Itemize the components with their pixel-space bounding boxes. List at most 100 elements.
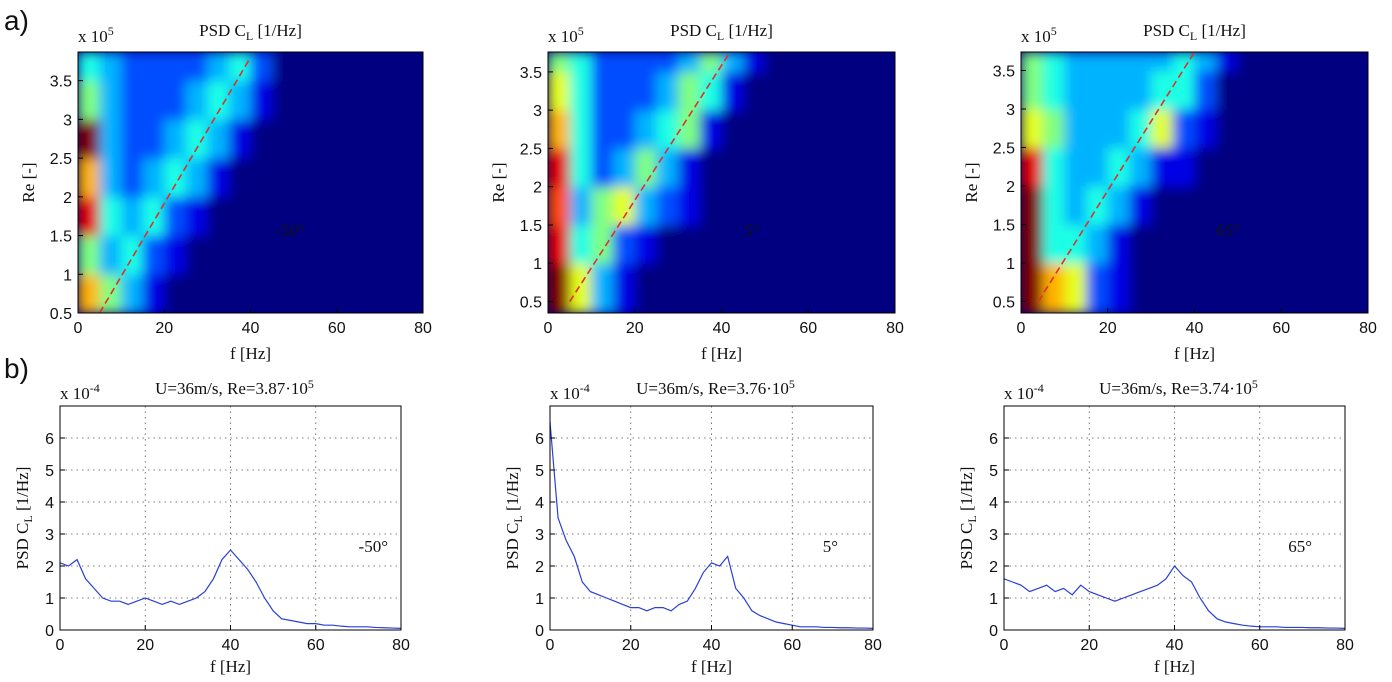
heat-cell	[272, 235, 295, 275]
heat-cell	[250, 235, 273, 275]
heat-cell	[721, 148, 744, 188]
y-axis-label-part: Re [-]	[962, 162, 981, 202]
y-multiplier: x 105	[548, 24, 584, 46]
heat-cell	[1194, 224, 1217, 264]
heat-cell	[678, 52, 701, 73]
heat-cell	[272, 80, 295, 120]
x-tick-label: 80	[1336, 637, 1354, 654]
y-multiplier-part: x 10	[550, 384, 580, 403]
y-multiplier-part: x 10	[548, 27, 578, 46]
heat-cell	[634, 71, 657, 111]
heat-cell	[142, 119, 165, 159]
y-tick-label: 2	[63, 190, 72, 207]
y-axis-label-part: L	[965, 515, 979, 522]
heat-cell	[1151, 224, 1174, 264]
heat-cell	[721, 263, 744, 313]
heat-cell	[634, 148, 657, 188]
y-tick-label: 2	[533, 180, 542, 197]
y-tick-label: 3	[1006, 102, 1015, 119]
heat-cell	[121, 52, 144, 82]
chart-title-part: L	[1190, 29, 1197, 43]
heat-cell	[1216, 147, 1239, 187]
heat-cell	[634, 110, 657, 149]
y-tick-label: 5	[535, 463, 544, 480]
heat-cell	[613, 148, 636, 188]
annotation: -50°	[359, 537, 388, 556]
heat-cell	[250, 52, 273, 82]
heat-cell	[272, 119, 295, 159]
y-tick-label: 3.5	[520, 65, 542, 82]
heat-cell	[121, 274, 144, 313]
heat-cell	[1086, 224, 1109, 264]
heat-cell	[1172, 224, 1195, 264]
heat-cell	[743, 52, 766, 73]
x-tick-label: 40	[1186, 320, 1204, 337]
y-axis-label-part: Re [-]	[489, 162, 508, 202]
heat-cell	[656, 148, 679, 188]
heat-cell	[1151, 52, 1174, 71]
heat-cell	[1129, 108, 1152, 148]
heat-cell	[142, 274, 165, 313]
heat-cell	[591, 110, 614, 149]
psd-line	[549, 421, 874, 629]
heat-cell	[1129, 147, 1152, 187]
x-tick-label: 40	[703, 637, 721, 654]
chart-title: U=36m/s, Re=3.87·105	[155, 377, 314, 398]
heat-cell	[121, 235, 144, 275]
heat-cell	[634, 263, 657, 313]
heat-cell	[164, 80, 187, 120]
heat-cell	[228, 119, 251, 159]
y-tick-label: 2.5	[993, 140, 1015, 157]
heat-cell	[228, 196, 251, 237]
heat-cell	[1086, 52, 1109, 71]
y-tick-label: 0	[989, 623, 998, 640]
heat-cell	[699, 71, 722, 111]
heat-cell	[1216, 185, 1239, 225]
heat-cell	[99, 119, 122, 159]
heat-cell	[142, 235, 165, 275]
heat-cell	[1151, 262, 1174, 313]
heat-cell	[1021, 52, 1044, 71]
heat-cell	[1064, 185, 1087, 225]
heat-cell	[1064, 108, 1087, 148]
chart-title: PSD CL [1/Hz]	[199, 21, 302, 43]
chart-title: U=36m/s, Re=3.76·105	[636, 377, 795, 398]
heat-cell	[699, 263, 722, 313]
annotation: 5°	[823, 537, 838, 556]
y-multiplier-part: -4	[90, 381, 100, 395]
y-multiplier: x 105	[78, 24, 114, 46]
heat-cell	[743, 71, 766, 111]
heat-cell	[721, 71, 744, 111]
heat-cell	[678, 186, 701, 226]
heat-cell	[1129, 224, 1152, 264]
heat-cell	[1064, 70, 1087, 110]
x-axis-label: f [Hz]	[1174, 344, 1215, 363]
heat-cell	[743, 148, 766, 188]
x-axis-label: f [Hz]	[691, 657, 732, 676]
heat-cell	[743, 263, 766, 313]
heat-cell	[78, 119, 101, 159]
ridge-line	[1037, 51, 1196, 302]
y-tick-label: 6	[45, 431, 54, 448]
heat-cell	[721, 186, 744, 226]
x-tick-label: 80	[1359, 320, 1377, 337]
y-multiplier-part: 5	[108, 24, 114, 38]
chart-title-part: [1/Hz]	[253, 21, 302, 40]
chart-title-part: PSD C	[199, 21, 246, 40]
heat-cell	[1107, 147, 1130, 187]
heat-cell	[99, 158, 122, 198]
heat-cell	[1216, 224, 1239, 264]
psd-line	[59, 549, 402, 629]
heat-cell	[591, 148, 614, 188]
heat-cell	[207, 52, 230, 82]
y-axis-label-part: [1/Hz]	[957, 467, 976, 516]
y-tick-label: 4	[989, 495, 998, 512]
heat-cell	[78, 158, 101, 198]
y-axis-label-part: [1/Hz]	[13, 467, 32, 516]
heat-cell	[699, 52, 722, 73]
x-tick-label: 60	[799, 320, 817, 337]
y-tick-label: 1.5	[520, 218, 542, 235]
heat-cell	[164, 274, 187, 313]
y-tick-label: 3	[989, 527, 998, 544]
heat-cell	[1021, 108, 1044, 148]
